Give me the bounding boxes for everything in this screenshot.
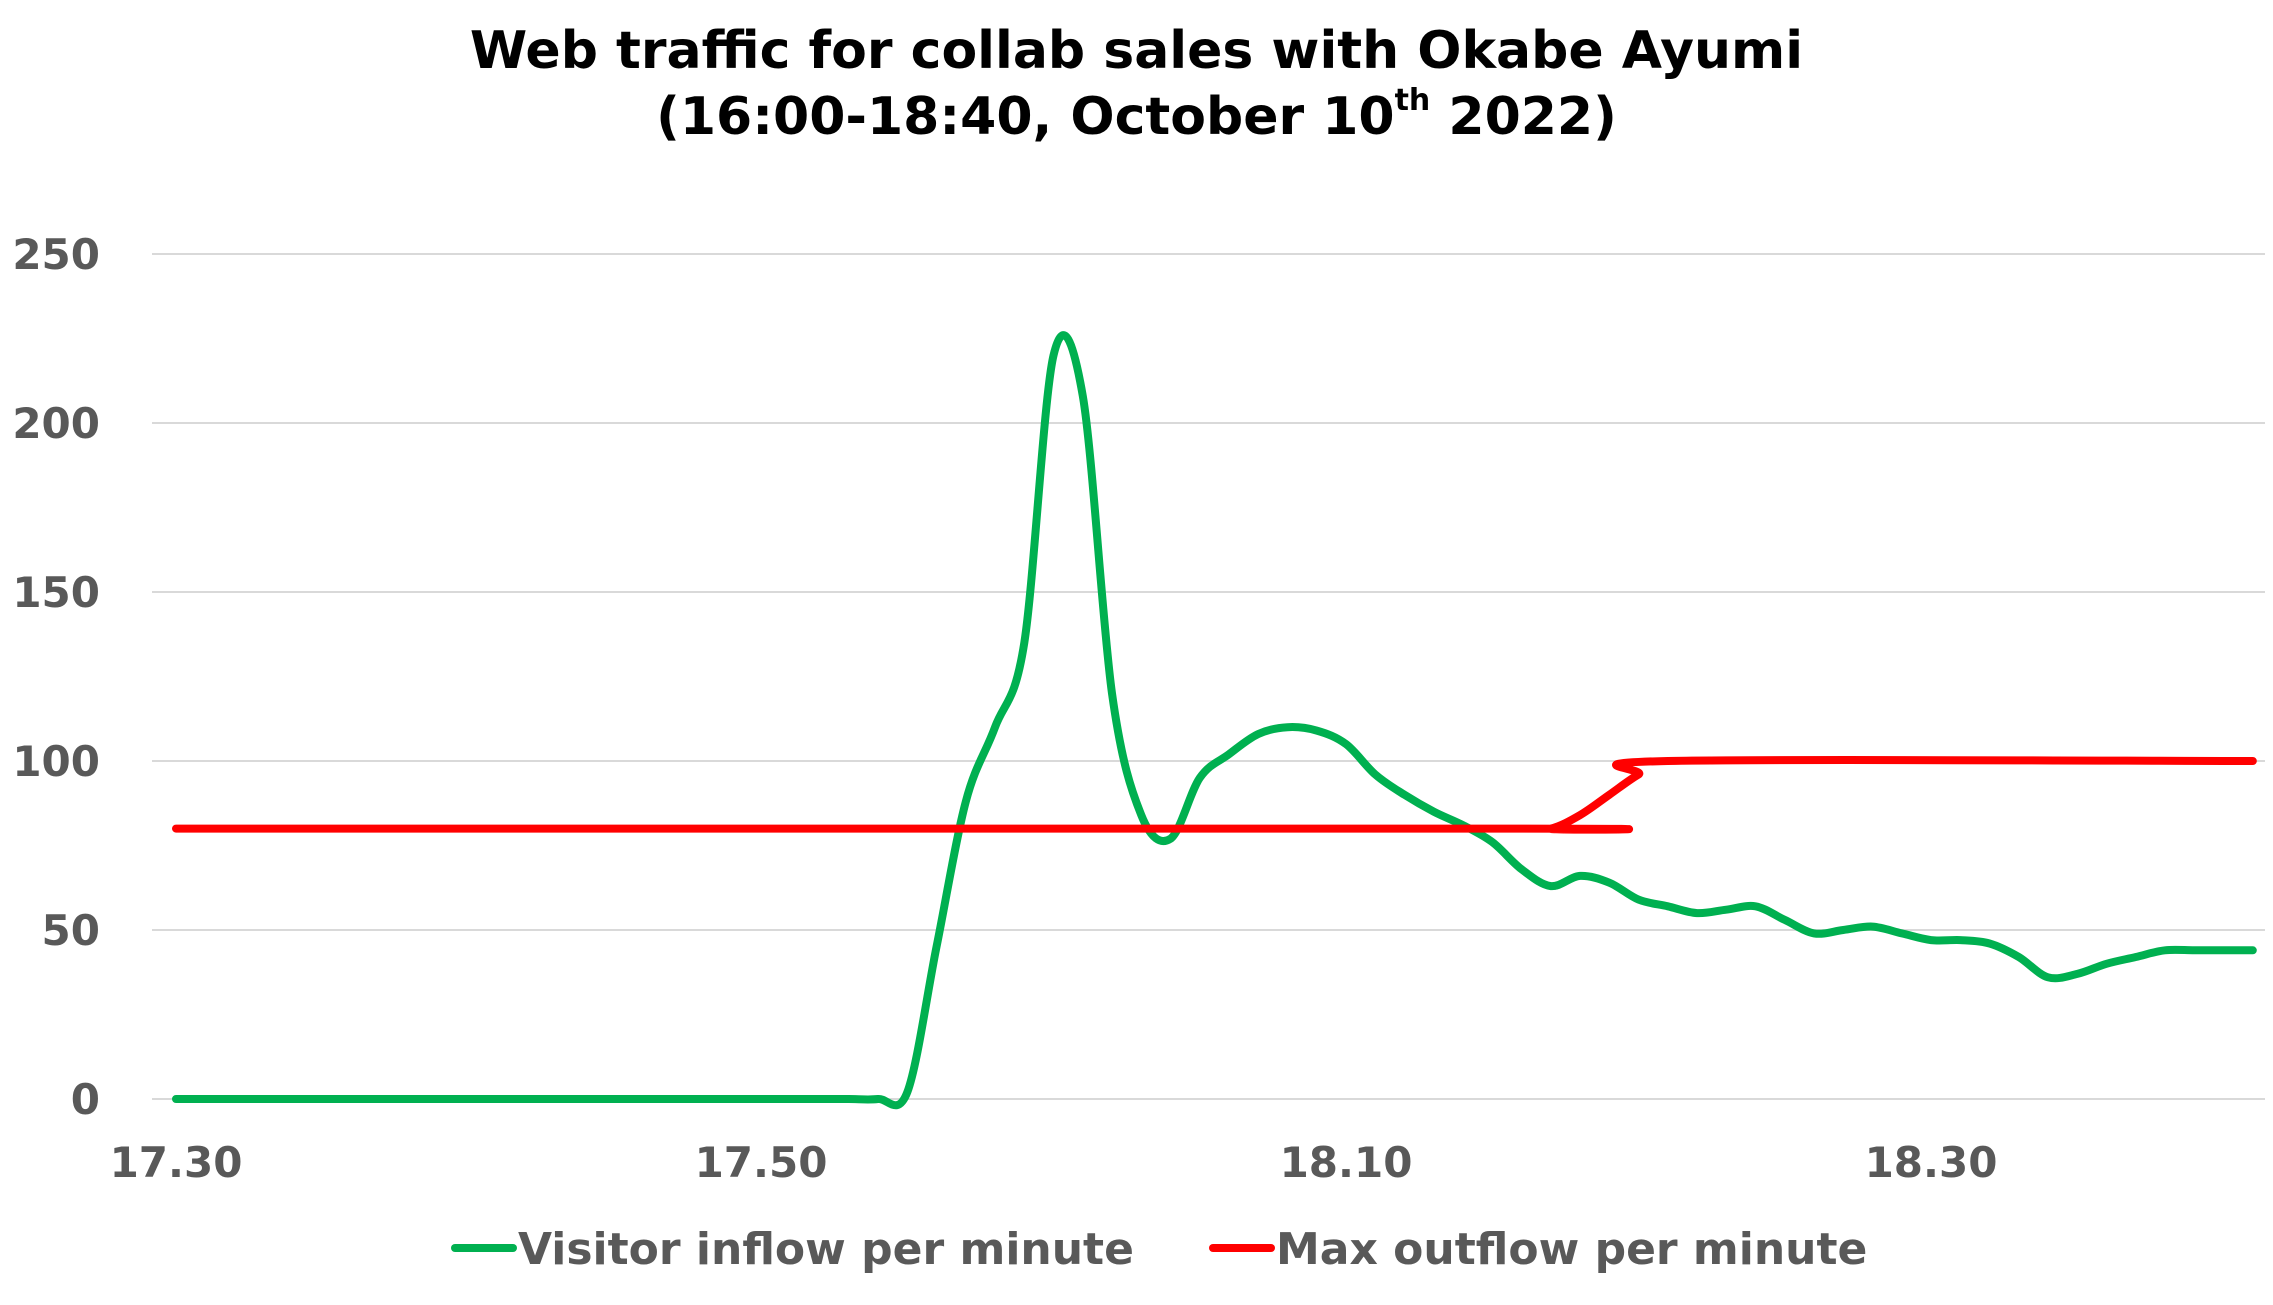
series-line-visitor-inflow-per-minute	[172, 331, 2257, 1110]
series-line-max-outflow-per-minute	[172, 755, 2257, 834]
legend: Visitor inflow per minute Max outflow per…	[451, 1224, 1867, 1275]
chart-title-line-1: Web traffic for collab sales with Okabe …	[469, 21, 1804, 81]
y-tick-label: 250	[12, 230, 100, 279]
x-tick-label: 17.50	[695, 1138, 828, 1187]
chart-title-line-2-suffix: 2022)	[1430, 87, 1617, 147]
x-tick-label: 18.10	[1280, 1138, 1413, 1187]
y-tick-label: 100	[12, 737, 100, 786]
x-axis-tick-labels: 17.30 17.50 18.10 18.30	[110, 1138, 1998, 1187]
x-tick-label: 18.30	[1865, 1138, 1998, 1187]
gridlines	[152, 253, 2265, 1100]
y-tick-label: 150	[12, 568, 100, 617]
chart-title-line-2: (16:00-18:40, October 10th 2022)	[0, 84, 2273, 150]
y-tick-label: 50	[42, 906, 100, 955]
x-tick-label: 17.30	[110, 1138, 243, 1187]
chart-title: Web traffic for collab sales with Okabe …	[0, 18, 2273, 150]
chart-title-superscript: th	[1394, 83, 1431, 118]
y-tick-label: 200	[12, 399, 100, 448]
chart-title-line-2-prefix: (16:00-18:40, October 10	[656, 87, 1395, 147]
y-tick-label: 0	[71, 1075, 100, 1124]
legend-label: Visitor inflow per minute	[518, 1224, 1134, 1275]
legend-label: Max outflow per minute	[1276, 1224, 1867, 1275]
y-axis-tick-labels: 0 50 100 150 200 250	[12, 230, 100, 1124]
series-lines	[172, 331, 2257, 1110]
